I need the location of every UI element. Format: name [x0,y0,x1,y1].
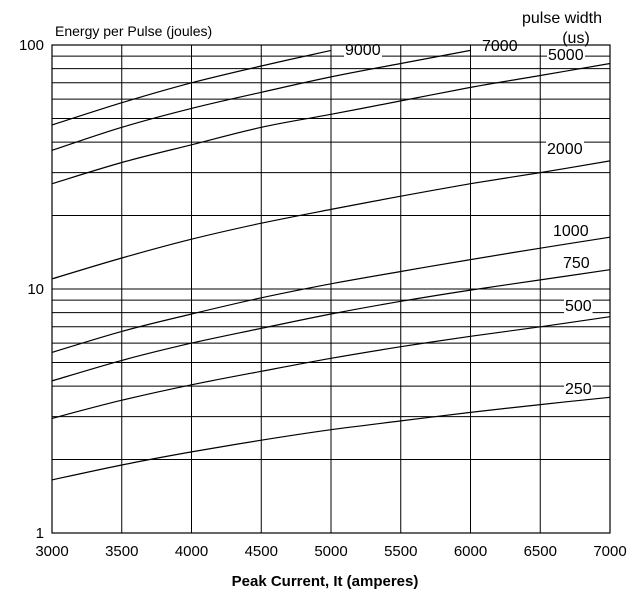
x-tick-label: 4500 [245,543,278,560]
x-tick-label: 5000 [314,543,347,560]
x-axis-title: Peak Current, It (amperes) [232,573,419,590]
x-tick-label: 3500 [105,543,138,560]
curve-label-bg-250 [564,380,593,397]
curve-label-750: 750 [563,255,590,272]
curve-label-2000: 2000 [547,141,583,158]
x-tick-label: 6000 [454,543,487,560]
series-line-750 [51,269,611,382]
curve-label-bg-1000 [552,222,590,239]
y-axis-title: Energy per Pulse (joules) [55,23,212,39]
y-tick-label: 100 [19,37,44,54]
curve-label-bg-2000 [546,140,584,157]
curve-labels: 9000 7000 5000 2000 1000 750 500 250 [344,37,593,398]
curve-label-bg-750 [562,254,591,271]
curve-label-9000: 9000 [345,42,381,59]
curve-label-500: 500 [565,298,592,315]
legend-title-line1: pulse width [522,10,602,27]
curve-label-5000: 5000 [548,47,584,64]
series-line-5000 [51,62,611,185]
series-line-9000 [51,49,332,126]
series-line-7000 [51,49,471,151]
tick-labels: 3000 3500 4000 4500 5000 5500 6000 6500 7000 1 10 1… [19,37,627,560]
x-tick-label: 4000 [175,543,208,560]
x-tick-label: 6500 [524,543,557,560]
y-tick-label: 1 [36,525,44,542]
grid [51,44,611,534]
curve-label-1000: 1000 [553,223,589,240]
legend-title-line2: (us) [562,30,590,47]
curve-label-bg-500 [564,297,593,314]
x-tick-label: 5500 [384,543,417,560]
curve-label-7000: 7000 [482,38,518,55]
series-line-250 [51,396,611,481]
series-lines [51,49,611,481]
plot-frame [51,44,611,534]
x-tick-label: 7000 [593,543,626,560]
series-line-2000 [51,160,611,280]
x-tick-label: 3000 [35,543,68,560]
series-line-1000 [51,236,611,353]
curve-label-bg-5000 [547,46,585,63]
y-tick-label: 10 [27,281,44,298]
series-line-500 [51,316,611,419]
curve-label-250: 250 [565,381,592,398]
